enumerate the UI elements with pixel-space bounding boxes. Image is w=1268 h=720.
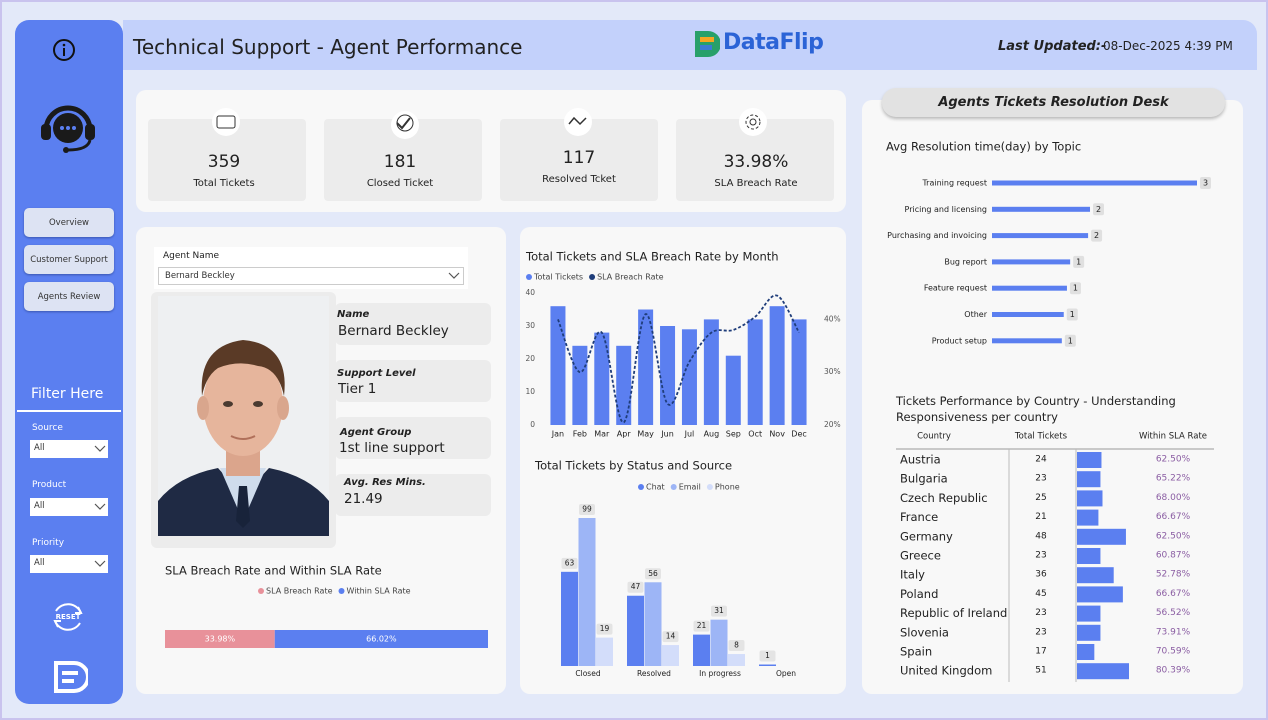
agent-select[interactable]: Bernard Beckley <box>158 267 464 285</box>
brand-icon <box>54 661 88 693</box>
filter-select[interactable]: All <box>30 555 108 573</box>
nav-button[interactable]: Overview <box>24 208 114 237</box>
field-label: Agent Group <box>340 427 412 438</box>
field-box <box>335 417 491 459</box>
kpi-label: Resolved Tcket <box>542 174 616 185</box>
kpi-value: 117 <box>562 148 596 168</box>
kpi-label: Closed Ticket <box>366 178 434 189</box>
field-value: Tier 1 <box>338 381 377 397</box>
page-title: Technical Support - Agent Performance <box>133 35 523 59</box>
kpi-value: 359 <box>207 152 241 172</box>
reset-label: RESET <box>56 613 81 621</box>
kpi-value: 33.98% <box>723 152 789 172</box>
field-label: Avg. Res Mins. <box>344 477 426 488</box>
filter-select[interactable]: All <box>30 440 108 458</box>
resolution-panel <box>862 100 1243 694</box>
last-updated: 08-Dec-2025 4:39 PM <box>1103 39 1233 53</box>
chevrons <box>94 445 106 567</box>
kpi-icon <box>739 108 767 136</box>
chevron <box>448 272 460 279</box>
filter-title: Filter Here <box>31 386 104 402</box>
nav-button[interactable]: Agents Review <box>24 282 114 311</box>
logo-text: DataFlip <box>723 30 824 55</box>
divider <box>17 410 121 412</box>
filter-select[interactable]: All <box>30 498 108 516</box>
last-updated-label: Last Updated:- <box>998 39 1107 54</box>
field-label: Support Level <box>337 368 416 379</box>
kpi-value: 181 <box>383 152 417 172</box>
logo-icon <box>695 31 720 57</box>
field-box <box>335 303 491 345</box>
slicer-label: Agent Name <box>163 251 220 261</box>
field-label: Name <box>337 309 370 320</box>
filter-label: Priority <box>32 538 65 548</box>
field-value: Bernard Beckley <box>338 323 449 339</box>
nav-button[interactable]: Customer Support <box>24 245 114 274</box>
reset-button[interactable]: RESET <box>50 599 86 635</box>
table-title: Tickets Performance by Country - Underst… <box>896 394 1176 424</box>
header <box>123 20 1257 70</box>
support-icon <box>41 105 95 153</box>
filter-label: Product <box>32 480 67 490</box>
charts-panel <box>520 227 846 694</box>
kpi-label: SLA Breach Rate <box>714 178 798 189</box>
field-value: 21.49 <box>344 491 383 507</box>
info-icon[interactable] <box>52 38 76 62</box>
field-box <box>335 360 491 402</box>
kpi-glyphs <box>216 114 761 132</box>
field-value: 1st line support <box>339 440 445 456</box>
desk-title: Agents Tickets Resolution Desk <box>882 88 1225 117</box>
filter-label: Source <box>32 423 63 433</box>
field-box <box>335 474 491 516</box>
agent-photo <box>158 296 329 536</box>
kpi-label: Total Tickets <box>193 178 255 189</box>
